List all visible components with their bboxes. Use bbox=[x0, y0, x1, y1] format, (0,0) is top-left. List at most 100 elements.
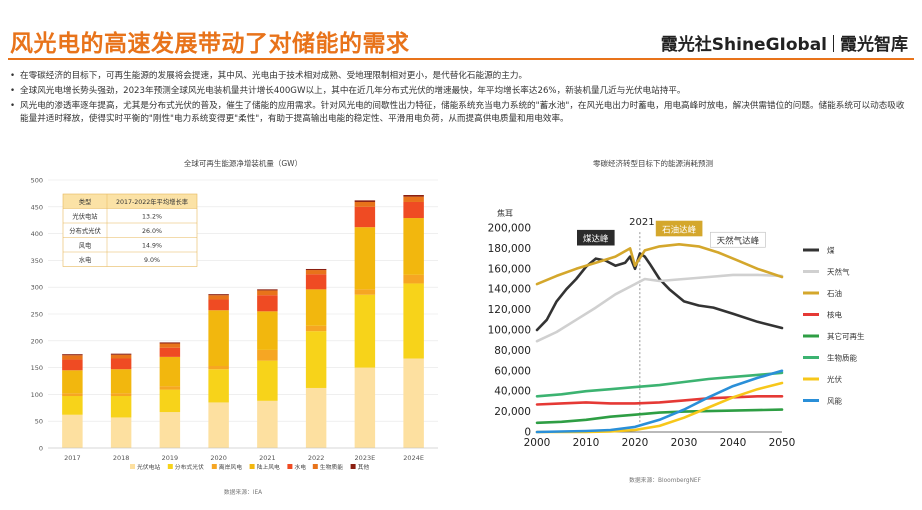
bullet-item: 在零碳经济的目标下，可再生能源的发展将会提速，其中风、光电由于技术相对成熟、受地… bbox=[10, 70, 910, 83]
year-marker-label: 2021 bbox=[629, 217, 654, 228]
bar-segment bbox=[110, 354, 132, 359]
bar-segment bbox=[354, 294, 376, 368]
bar-segment bbox=[159, 412, 181, 448]
bar-segment bbox=[110, 353, 132, 355]
bar-segment bbox=[159, 343, 181, 348]
chart-source: 数据来源：IEA bbox=[224, 488, 262, 496]
bar-segment bbox=[354, 289, 376, 295]
bar-segment bbox=[403, 196, 424, 202]
bar-segment bbox=[208, 369, 229, 403]
bar-segment bbox=[159, 342, 181, 344]
bar-segment bbox=[110, 393, 132, 397]
legend-swatch bbox=[130, 464, 135, 469]
legend-label: 煤 bbox=[827, 245, 835, 255]
brand-name: 霞光社ShineGIobal bbox=[660, 35, 827, 55]
bar-segment bbox=[159, 356, 181, 387]
legend-label: 核电 bbox=[827, 310, 842, 320]
bar-segment bbox=[354, 206, 376, 228]
renewable-capacity-bar-chart: 全球可再生能源净增装机量（GW） 0 50 100 150 200 250 300 350 400… bbox=[31, 158, 438, 496]
bar-segment bbox=[305, 274, 327, 290]
y-tick-label: 100 bbox=[31, 391, 43, 399]
x-tick-label: 2030 bbox=[671, 437, 698, 449]
x-tick-label: 2050 bbox=[769, 437, 796, 449]
bullet-item: 风光电的渗透率逐年提高，尤其是分布式光伏的普及，催生了储能的应用需求。针对风光电… bbox=[10, 100, 910, 126]
bar-segment bbox=[62, 393, 83, 397]
bar-segment bbox=[62, 370, 83, 394]
bar-segment bbox=[110, 396, 132, 418]
bar-segment bbox=[403, 218, 424, 275]
x-tick-label: 2022 bbox=[308, 454, 325, 462]
legend-label: 天然气 bbox=[827, 267, 850, 277]
legend-label: 石油 bbox=[827, 288, 842, 298]
y-tick-label: 60,000 bbox=[494, 365, 531, 377]
bar-segment bbox=[403, 195, 424, 197]
bar-segment bbox=[305, 325, 327, 332]
table-cell: 14.9% bbox=[142, 243, 162, 250]
chart-source: 数据来源：BloombergNEF bbox=[629, 476, 701, 484]
bullet-list: 在零碳经济的目标下，可再生能源的发展将会提速，其中风、光电由于技术相对成熟、受地… bbox=[10, 70, 910, 128]
y-tick-label: 0 bbox=[524, 427, 531, 439]
table-cell: 分布式光伏 bbox=[69, 226, 101, 235]
y-tick-label: 200,000 bbox=[488, 223, 531, 235]
bar-segment bbox=[208, 295, 229, 300]
series-line bbox=[535, 395, 784, 406]
bar-segment bbox=[208, 365, 229, 370]
table-cell: 26.0% bbox=[142, 228, 162, 235]
series-line bbox=[535, 408, 784, 425]
y-tick-label: 400 bbox=[31, 230, 43, 238]
bar-segment bbox=[305, 387, 327, 448]
bar-segment bbox=[305, 270, 327, 275]
bar-segment bbox=[62, 355, 83, 360]
legend-label: 光伏电站 bbox=[137, 463, 160, 471]
table-row-bg bbox=[63, 208, 197, 223]
y-tick-label: 250 bbox=[31, 311, 43, 319]
bar-segment bbox=[159, 389, 181, 413]
x-tick-label: 2019 bbox=[162, 454, 179, 462]
y-tick-label: 0 bbox=[39, 445, 43, 453]
legend-swatch bbox=[350, 464, 356, 469]
y-tick-label: 150 bbox=[31, 364, 43, 372]
chart-title: 零碳经济转型目标下的能源消耗预测 bbox=[593, 158, 713, 168]
table-cell: 13.2% bbox=[142, 214, 162, 221]
bar-segment bbox=[305, 331, 327, 388]
table-header-bg bbox=[63, 194, 197, 209]
legend-label: 光伏 bbox=[827, 374, 842, 384]
bar-segment bbox=[208, 310, 229, 366]
legend-label: 分布式光伏 bbox=[175, 463, 204, 471]
bar-segment bbox=[305, 289, 327, 326]
y-tick-label: 50 bbox=[35, 418, 43, 426]
bar-segment bbox=[159, 386, 181, 390]
bar-segment bbox=[257, 295, 278, 312]
bar-segment bbox=[62, 414, 83, 448]
bar-segment bbox=[62, 396, 83, 415]
x-tick-label: 2010 bbox=[573, 437, 600, 449]
bar-segment bbox=[354, 200, 376, 202]
x-tick-label: 2018 bbox=[113, 454, 130, 462]
table-cell: 光伏电站 bbox=[72, 212, 98, 221]
page-title: 风光电的高速发展带动了对储能的需求 bbox=[10, 31, 410, 57]
y-tick-label: 450 bbox=[31, 203, 43, 211]
title-divider bbox=[8, 58, 914, 60]
y-tick-label: 180,000 bbox=[488, 243, 531, 255]
bar-segment bbox=[257, 349, 278, 361]
x-tick-label: 2020 bbox=[210, 454, 227, 462]
table-border bbox=[62, 193, 198, 267]
bullet-item: 全球风光电增长势头强劲，2023年预测全球风光电装机量共计增长400GW以上，其… bbox=[10, 85, 910, 98]
bar-segment bbox=[354, 201, 376, 207]
bar-segment bbox=[208, 294, 229, 296]
bar-segment bbox=[110, 369, 132, 394]
series-line bbox=[535, 243, 784, 286]
bar-segment bbox=[403, 274, 424, 284]
table-cell: 水电 bbox=[79, 255, 92, 264]
table-cell: 风电 bbox=[79, 241, 92, 250]
y-tick-label: 140,000 bbox=[488, 284, 531, 296]
bar-segment bbox=[110, 358, 132, 370]
y-axis-label: 焦耳 bbox=[497, 208, 513, 218]
bar-segment bbox=[257, 290, 278, 296]
table-header: 2017-2022年平均增长率 bbox=[116, 197, 188, 206]
bar-segment bbox=[403, 358, 424, 448]
brand-logo: 霞光社ShineGIobal 霞光智库 bbox=[661, 30, 908, 55]
bar-segment bbox=[257, 400, 278, 448]
annotation-label: 石油达峰 bbox=[662, 225, 697, 236]
bar-segment bbox=[62, 359, 83, 371]
